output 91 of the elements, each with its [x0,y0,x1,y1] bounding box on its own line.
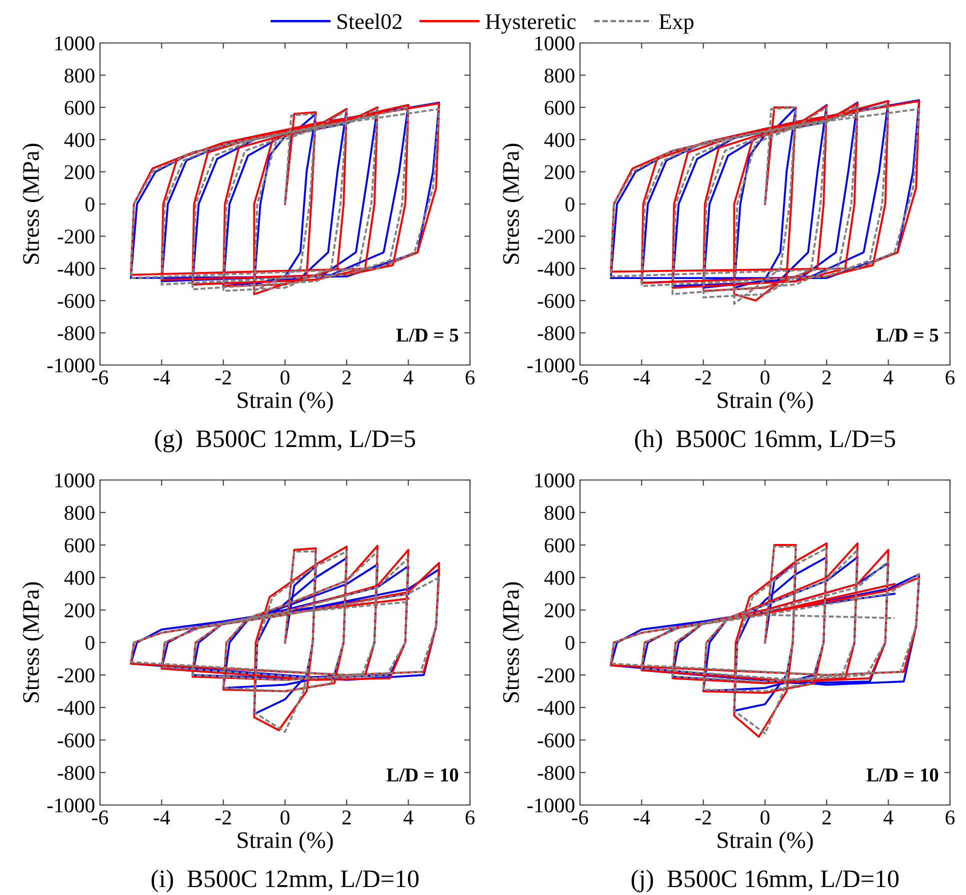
y-tick-label: -1000 [527,798,574,812]
x-tick-label: 4 [884,810,894,824]
annotation: L/D = 5 [876,328,938,342]
x-tick-label: 2 [822,810,831,824]
x-tick-label: 2 [342,370,351,384]
y-tick-label: -1000 [47,358,94,372]
y-tick-label: 400 [64,132,94,148]
x-tick-label: 6 [466,810,475,825]
y-tick-label: 600 [544,538,574,552]
x-tick-label: -4 [634,370,650,384]
y-tick-label: -600 [538,733,574,748]
x-tick-label: -6 [92,810,108,825]
y-tick-label: 1000 [535,473,574,488]
y-tick-label: -600 [58,733,94,748]
x-tick-label: -4 [154,370,170,384]
x-axis-title: Strain (%) [238,392,333,413]
x-tick-label: -4 [634,810,650,824]
text: (h) B500C 16mm, L/D=5 [635,430,896,452]
y-tick-label: -800 [538,326,574,340]
x-tick-label: 0 [760,810,770,825]
legend-label: Steel02 [338,13,402,30]
x-tick-label: 2 [342,810,351,824]
x-axis-title: Strain (%) [238,832,333,853]
text: (j) B500C 16mm, L/D=10 [632,870,899,892]
y-tick-label: 800 [544,68,574,83]
x-tick-label: -4 [154,810,170,824]
y-tick-label: 200 [64,603,94,618]
x-tick-label: 0 [760,370,770,385]
annotation: L/D = 10 [866,768,938,782]
x-tick-label: 6 [946,810,955,825]
legend-label: Hysteretic [486,14,576,34]
x-tick-label: 6 [946,370,955,385]
y-tick-label: 1000 [535,36,574,50]
y-tick-label: 1000 [55,36,94,50]
x-tick-label: 4 [404,370,414,384]
y-tick-label: -800 [58,766,94,780]
x-tick-label: -2 [215,810,231,824]
y-tick-label: 600 [64,538,94,552]
legend-label: Exp [659,14,694,34]
y-tick-label: -600 [538,294,574,308]
x-tick-label: -6 [92,370,108,385]
annotation: L/D = 10 [386,768,458,782]
y-tick-label: -200 [58,668,94,682]
y-axis-title: Stress (MPa) [22,582,44,702]
y-tick-label: 0 [566,636,574,650]
x-tick-label: -2 [215,370,231,384]
x-tick-label: 4 [404,810,414,824]
y-tick-label: 400 [64,570,94,585]
y-tick-label: -600 [58,294,94,308]
y-tick-label: 800 [64,68,94,83]
x-tick-label: -2 [695,810,711,824]
x-tick-label: 4 [884,370,894,384]
y-tick-label: 800 [544,506,574,520]
y-tick-label: -200 [538,668,574,682]
x-tick-label: 0 [280,810,290,825]
y-tick-label: 0 [566,197,574,212]
y-axis-title: Stress (MPa) [502,144,524,264]
y-tick-label: -1000 [47,798,94,812]
y-tick-label: -800 [538,766,574,780]
text: (i) B500C 12mm, L/D=10 [152,870,419,892]
x-tick-label: 0 [280,370,290,385]
y-tick-label: 600 [544,100,574,115]
y-tick-label: 0 [86,636,94,650]
y-tick-label: -400 [538,262,574,276]
y-tick-label: -400 [538,700,574,715]
x-tick-label: 2 [822,370,831,384]
y-tick-label: -1000 [527,358,574,372]
y-tick-label: 400 [544,570,574,585]
y-tick-label: -200 [58,230,94,244]
y-tick-label: -400 [58,262,94,276]
y-tick-label: -800 [58,326,94,340]
y-tick-label: 800 [64,506,94,520]
y-tick-label: 1000 [55,473,94,488]
x-tick-label: -2 [695,370,711,384]
text: (g) B500C 12mm, L/D=5 [155,430,416,452]
x-axis-title: Strain (%) [718,832,813,853]
y-tick-label: 0 [86,197,94,212]
x-tick-label: 6 [466,370,475,385]
y-tick-label: -200 [538,230,574,244]
y-tick-label: 200 [64,165,94,180]
y-tick-label: -400 [58,700,94,715]
y-tick-label: 400 [544,132,574,148]
annotation: L/D = 5 [396,328,458,342]
x-tick-label: -6 [572,370,588,385]
x-axis-title: Strain (%) [718,392,813,413]
y-axis-title: Stress (MPa) [22,144,44,264]
y-axis-title: Stress (MPa) [502,582,524,702]
y-tick-label: 600 [64,100,94,115]
y-tick-label: 200 [544,165,574,180]
y-tick-label: 200 [544,603,574,618]
x-tick-label: -6 [572,810,588,825]
